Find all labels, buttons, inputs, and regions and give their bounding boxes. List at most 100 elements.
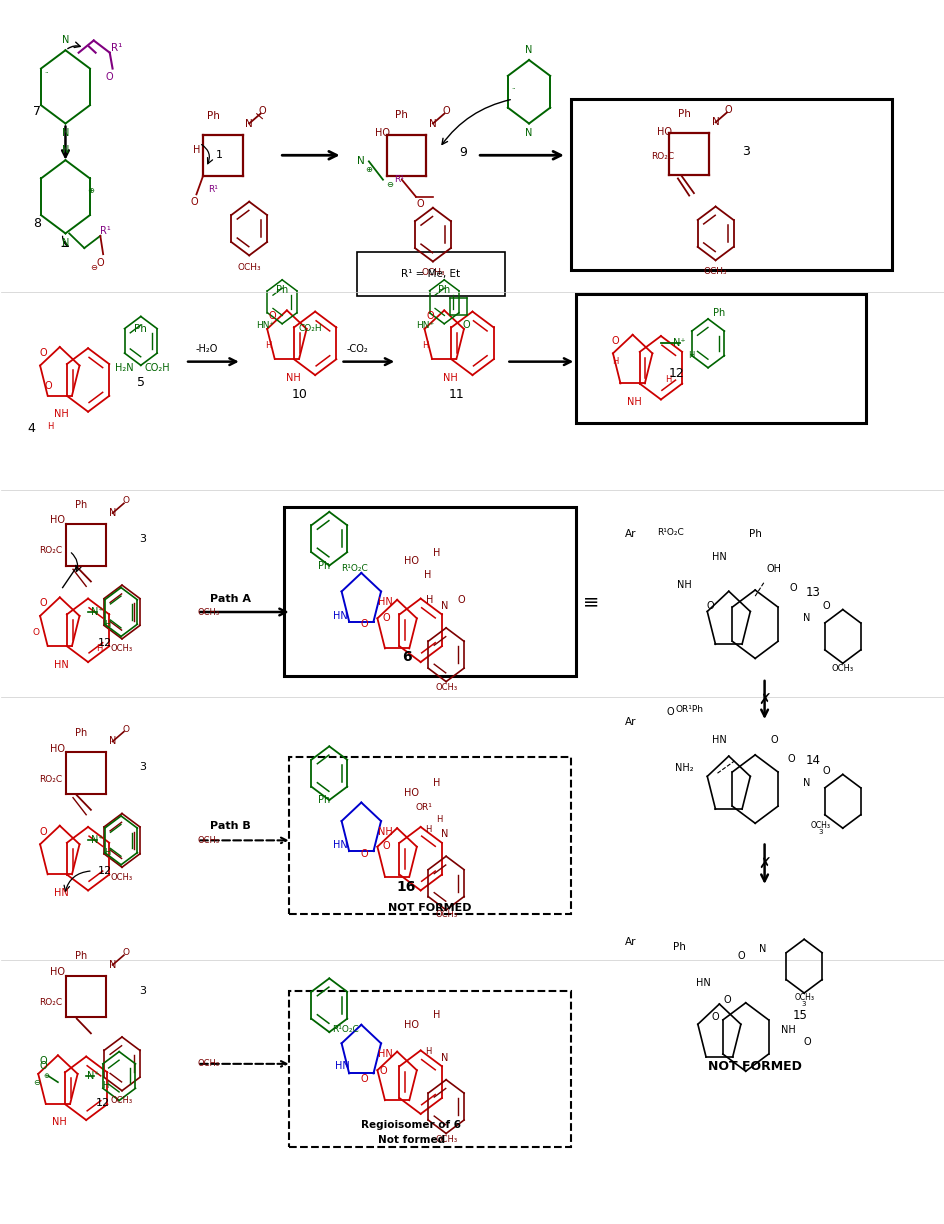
Text: HN⁺: HN⁺ [415, 321, 434, 329]
Text: ..: .. [44, 69, 49, 73]
Text: HO: HO [50, 515, 65, 525]
Text: O: O [269, 311, 277, 322]
Text: ≡: ≡ [582, 592, 598, 612]
Text: Ph: Ph [395, 110, 408, 120]
Text: O: O [122, 725, 129, 733]
Text: ✗: ✗ [757, 693, 770, 707]
Text: OCH₃: OCH₃ [434, 911, 457, 919]
FancyBboxPatch shape [576, 295, 866, 422]
Text: O: O [666, 707, 673, 717]
Text: O: O [96, 258, 104, 268]
Text: O: O [360, 1073, 367, 1083]
Text: 3: 3 [741, 146, 749, 158]
Text: H: H [436, 815, 442, 824]
Text: HO: HO [403, 788, 418, 798]
Text: 14: 14 [805, 754, 820, 767]
Text: OCH₃: OCH₃ [831, 663, 853, 673]
Text: HO: HO [656, 127, 671, 137]
Text: 12: 12 [98, 638, 112, 647]
Bar [289, 758, 571, 913]
Text: Path A: Path A [210, 594, 250, 603]
Text: Ph: Ph [713, 307, 725, 318]
Text: O: O [39, 827, 46, 837]
Text: HO: HO [50, 967, 65, 977]
Text: O: O [379, 1066, 386, 1076]
Text: ⊖: ⊖ [386, 180, 393, 188]
Text: H: H [47, 422, 54, 431]
Text: NOT FORMED: NOT FORMED [388, 902, 471, 913]
Text: RO₂C: RO₂C [39, 546, 62, 556]
Text: H: H [425, 825, 431, 834]
Text: H: H [264, 341, 271, 350]
Text: NH: NH [286, 372, 300, 383]
Text: CO₂H: CO₂H [298, 324, 322, 333]
Text: HN: HN [333, 611, 347, 621]
Text: NOT FORMED: NOT FORMED [707, 1060, 801, 1072]
Text: N: N [61, 146, 69, 155]
Text: 6: 6 [401, 650, 411, 665]
Text: OH: OH [766, 564, 781, 574]
Text: OCH₃: OCH₃ [110, 873, 133, 881]
Text: OCH₃: OCH₃ [434, 1135, 457, 1144]
Text: R¹O₂C: R¹O₂C [331, 1026, 359, 1034]
Text: OCH₃: OCH₃ [110, 1095, 133, 1105]
Text: CO₂H: CO₂H [143, 362, 170, 373]
Text: N: N [440, 830, 447, 840]
Text: O: O [191, 197, 198, 207]
Text: Ph: Ph [673, 941, 685, 951]
Text: HO: HO [374, 129, 389, 138]
Text: Ph: Ph [134, 323, 147, 334]
Text: O: O [786, 754, 794, 764]
Text: N: N [109, 960, 116, 969]
Text: HN: HN [711, 736, 726, 745]
Text: R¹: R¹ [209, 185, 218, 193]
Text: N: N [525, 129, 532, 138]
Text: NH: NH [677, 580, 691, 590]
Text: N⁺: N⁺ [91, 835, 104, 846]
Text: 3: 3 [818, 829, 822, 835]
Text: R¹ = Me, Et: R¹ = Me, Et [401, 269, 460, 279]
Text: N: N [61, 129, 69, 138]
Text: H: H [422, 341, 429, 350]
Text: N: N [61, 35, 69, 45]
Text: 3: 3 [139, 763, 146, 772]
Text: N⁺: N⁺ [88, 1071, 100, 1081]
Text: R¹: R¹ [99, 226, 110, 236]
Text: NH₂: NH₂ [674, 764, 693, 774]
Text: ⊕: ⊕ [43, 1073, 49, 1080]
FancyBboxPatch shape [284, 507, 576, 676]
Text: H: H [104, 848, 110, 857]
Text: NH: NH [52, 1118, 67, 1127]
Text: H: H [665, 376, 671, 384]
Text: HN⁺: HN⁺ [256, 321, 274, 329]
Text: O: O [259, 106, 266, 116]
Text: O: O [724, 105, 732, 115]
Text: N: N [429, 119, 436, 129]
Text: Path B: Path B [210, 821, 250, 831]
Text: H: H [423, 570, 430, 580]
Text: NH: NH [54, 409, 69, 419]
Text: Ph: Ph [76, 499, 88, 509]
Text: Ph: Ph [317, 796, 329, 805]
Text: HO: HO [50, 744, 65, 754]
Text: H: H [612, 357, 618, 366]
Bar [289, 990, 571, 1147]
Text: O: O [381, 841, 389, 852]
Text: O: O [39, 599, 46, 608]
Text: NH: NH [378, 827, 393, 837]
Text: Ph: Ph [438, 285, 450, 295]
Text: O: O [381, 613, 389, 623]
Text: O: O [802, 1037, 810, 1047]
Text: Not formed: Not formed [378, 1135, 445, 1144]
Text: ⊖: ⊖ [90, 263, 97, 272]
Text: 5: 5 [137, 376, 144, 389]
Text: Ph: Ph [207, 111, 220, 121]
FancyBboxPatch shape [571, 99, 891, 271]
Text: O: O [612, 335, 619, 346]
Text: Ph: Ph [317, 561, 329, 570]
Text: H: H [96, 644, 103, 654]
Text: N⁺: N⁺ [91, 607, 104, 617]
Text: OR¹Ph: OR¹Ph [675, 705, 702, 714]
Text: NH: NH [443, 372, 458, 383]
Text: N: N [802, 613, 810, 623]
